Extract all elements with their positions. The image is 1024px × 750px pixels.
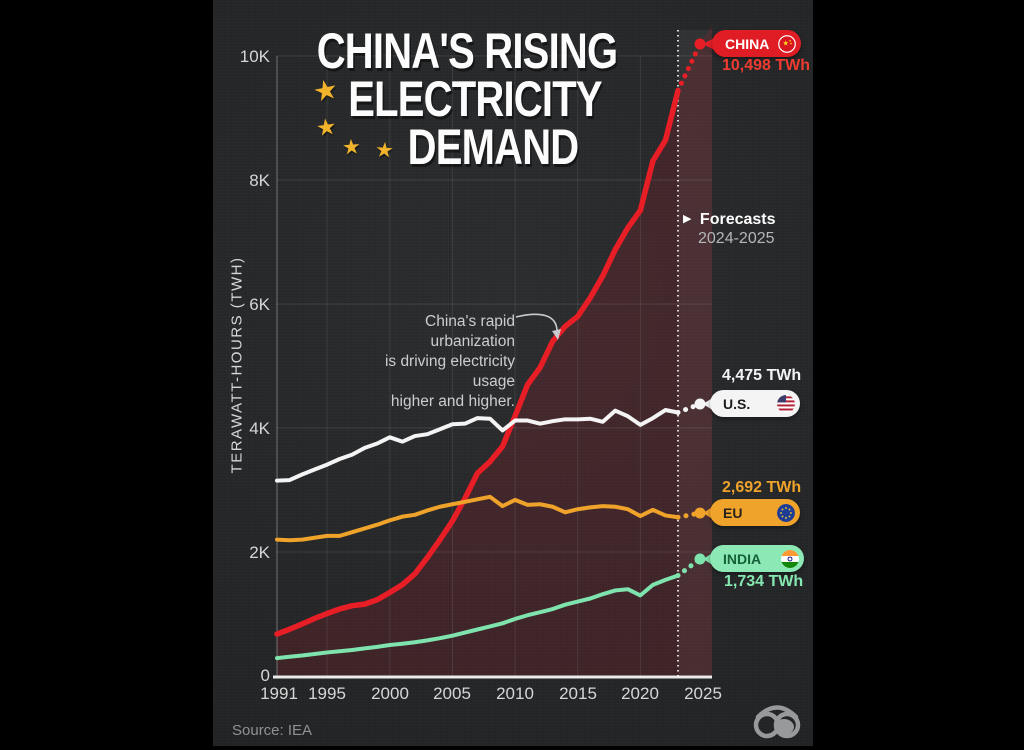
x-tick-label: 2025 [684,684,722,703]
forecast-marker-icon: ▶ [683,213,692,225]
eu-legend-pill: EU [710,499,800,526]
china-line [274,87,681,637]
forecast-range: 2024-2025 [698,230,775,247]
us-label: U.S. [723,395,751,412]
x-tick-label: 1995 [308,684,346,703]
annotation-arrowhead [552,329,561,340]
star-icon: ★ [314,112,339,142]
x-tick-label: 2010 [496,684,534,703]
china-flag-icon [778,34,796,53]
eu-label: EU [723,504,743,521]
y-tick-label: 2K [249,543,270,562]
china-value: 10,498 TWh [722,57,811,74]
x-tick-label: 2005 [433,684,471,703]
us-value: 4,475 TWh [722,367,802,384]
labels-layer: CHINA'S RISING ELECTRICITY DEMAND ★ ★ ★ … [213,0,813,746]
india-line [275,573,680,661]
eu-endpoint-dot [694,507,706,519]
china-legend-pill: CHINA [712,30,801,57]
india-flag-icon [781,549,799,568]
eu-flag-icon [777,503,795,522]
annotation-line: is driving electricity usage [384,353,515,390]
y-tick-label: 4K [249,419,270,438]
voronoi-logo [753,696,803,747]
x-tick-label: 2020 [621,684,659,703]
annotation-line: China's rapid urbanization [425,313,515,350]
china-endpoint-dot [694,38,706,50]
x-tick-label: 1991 [260,684,298,703]
title-line-1: CHINA'S RISING [316,23,618,79]
eu-line [275,494,680,543]
us-legend-pill: U.S. [710,390,800,417]
china-forecast-dots [675,41,703,94]
source-credit: Source: IEA [232,722,313,739]
x-tick-label: 2000 [371,684,409,703]
eu-value: 2,692 TWh [722,479,802,496]
india-endpoint-dot [694,553,706,565]
india-legend-pill: INDIA [710,545,804,572]
us-flag-icon [777,394,795,413]
annotation-arrow [515,313,558,331]
china-area-fill [277,25,712,677]
india-value: 1,734 TWh [724,573,804,590]
annotation-line: higher and higher. [390,393,515,410]
electricity-demand-chart [273,25,716,679]
forecast-label: ▶ Forecasts 2024-2025 [683,210,776,248]
annotation-text: China's rapid urbanization is driving el… [343,312,515,412]
y-tick-label: 0 [260,666,270,685]
y-axis-title: TERAWATT-HOURS (TWH) [228,256,246,474]
us-line [275,408,680,483]
india-label: INDIA [723,550,762,567]
forecast-title: Forecasts [699,211,776,228]
y-tick-label: 6K [249,295,270,314]
poster-background: CHINA'S RISING ELECTRICITY DEMAND ★ ★ ★ … [213,0,813,746]
title-line-2: ELECTRICITY [348,71,602,127]
title-line-3: DEMAND [407,119,580,175]
x-tick-label: 2015 [559,684,597,703]
us-endpoint-dot [694,398,706,410]
y-tick-label: 10K [239,47,270,66]
y-tick-label: 8K [249,171,270,190]
china-label: CHINA [725,35,770,52]
star-icon: ★ [374,138,395,163]
star-icon: ★ [341,135,362,160]
